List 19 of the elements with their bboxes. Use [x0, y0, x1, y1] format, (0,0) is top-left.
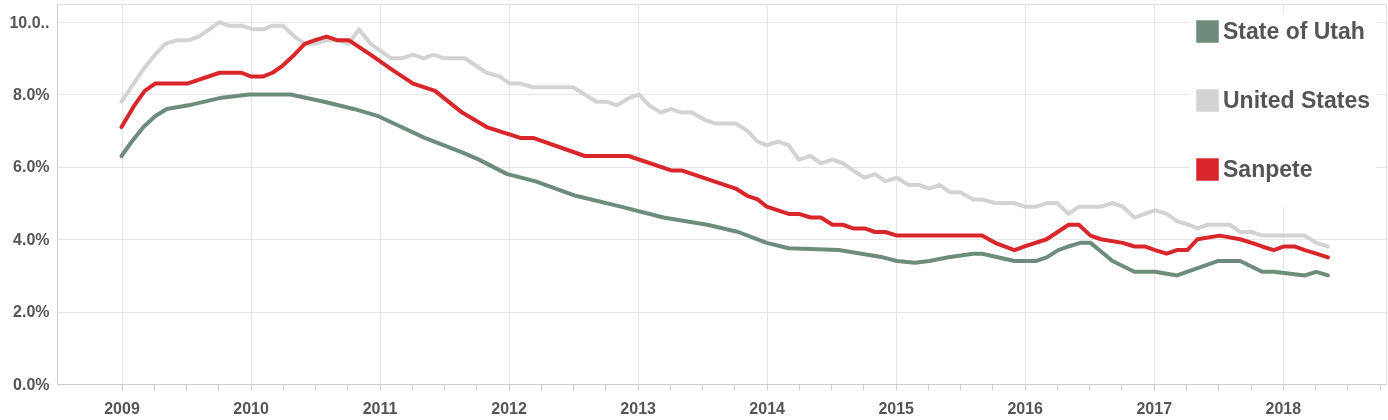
x-tick-label: 2013 — [620, 399, 657, 417]
x-tick-label: 2018 — [1265, 399, 1302, 417]
legend-label: Sanpete — [1223, 155, 1313, 182]
y-tick-label: 6.0% — [13, 158, 50, 176]
legend-label: State of Utah — [1223, 17, 1365, 44]
x-tick-label: 2014 — [749, 399, 786, 417]
x-tick-label: 2017 — [1136, 399, 1173, 417]
x-tick-label: 2009 — [104, 399, 140, 417]
x-tick-label: 2010 — [233, 399, 269, 417]
x-tick-label: 2015 — [878, 399, 915, 417]
y-tick-label: 8.0% — [13, 85, 50, 103]
y-tick-label: 4.0% — [13, 230, 50, 248]
x-tick-label: 2012 — [491, 399, 527, 417]
legend-label: United States — [1223, 86, 1370, 113]
x-tick-label: 2011 — [362, 399, 398, 417]
y-tick-label: 2.0% — [13, 303, 50, 321]
y-tick-label: 0.0% — [13, 375, 50, 393]
y-tick-label: 10.0.. — [9, 13, 50, 31]
x-tick-label: 2016 — [1007, 399, 1044, 417]
